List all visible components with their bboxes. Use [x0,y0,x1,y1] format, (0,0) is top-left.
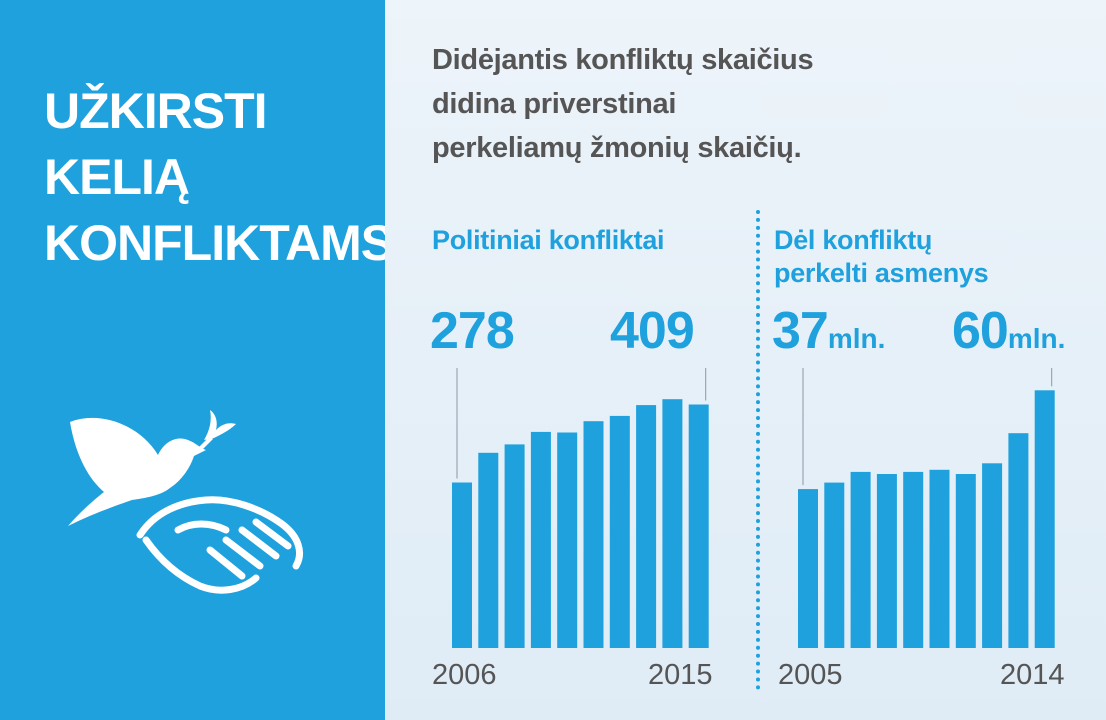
bar-conflicts-2007 [478,452,499,648]
left-panel: UŽKIRSTI KELIĄ KONFLIKTAMS [0,0,394,720]
chart-title-line: perkelti asmenys [774,258,989,288]
left-title-line: KONFLIKTAMS [44,215,394,271]
end-year-displaced: 2014 [1000,659,1065,691]
bar-conflicts-2006 [452,482,472,648]
headline-line: Didėjantis konfliktų skaičius [432,44,814,76]
end-value-conflicts: 409 [610,302,695,360]
bar-displaced-2006 [824,482,845,648]
start-value-displaced: 37mln. [772,305,885,365]
chart-title-conflicts: Politiniai konfliktai [432,225,665,255]
bar-conflicts-2015 [688,404,709,648]
bar-displaced-2008 [876,474,897,648]
bar-displaced-2014 [1034,390,1055,648]
dove-with-olive-branch-icon [68,410,236,526]
bar-conflicts-2009 [530,431,551,648]
left-title-line: KELIĄ [44,149,190,205]
bar-conflicts-2012 [609,415,630,648]
bar-displaced-2011 [955,474,976,648]
end-value-unit: mln. [1007,323,1066,354]
start-value-conflicts: 278 [430,302,515,360]
bar-displaced-2005 [798,489,818,648]
bar-conflicts-2008 [504,444,525,648]
start-year-displaced: 2005 [778,659,843,691]
bar-displaced-2013 [1008,433,1029,648]
left-title: UŽKIRSTI KELIĄ KONFLIKTAMS [44,78,394,276]
bar-conflicts-2014 [662,399,683,648]
handshake-icon [136,496,303,594]
bar-conflicts-2010 [557,432,578,648]
start-value-number: 37 [772,302,829,360]
end-value-displaced: 60mln. [952,305,1065,365]
headline-line: perkeliamų žmonių skaičių. [432,132,802,164]
left-title-line: UŽKIRSTI [44,83,268,139]
end-value-number: 60 [952,302,1009,360]
bar-displaced-2007 [850,471,871,648]
chart-title-line: Dėl konfliktų [774,225,933,255]
chart-title-displaced: Dėl konfliktų perkelti asmenys [774,224,989,290]
start-value-unit: mln. [827,323,886,354]
bar-displaced-2012 [982,463,1003,648]
bar-displaced-2009 [903,471,924,648]
bar-conflicts-2013 [636,405,657,648]
headline: Didėjantis konfliktų skaičius didina pri… [432,38,1052,170]
start-year-conflicts: 2006 [432,659,497,691]
bar-displaced-2010 [929,469,950,648]
headline-line: didina priverstinai [432,88,677,120]
charts-divider [756,210,760,690]
end-year-conflicts: 2015 [648,659,713,691]
peace-emblem [68,410,303,594]
bar-conflicts-2011 [583,421,604,648]
